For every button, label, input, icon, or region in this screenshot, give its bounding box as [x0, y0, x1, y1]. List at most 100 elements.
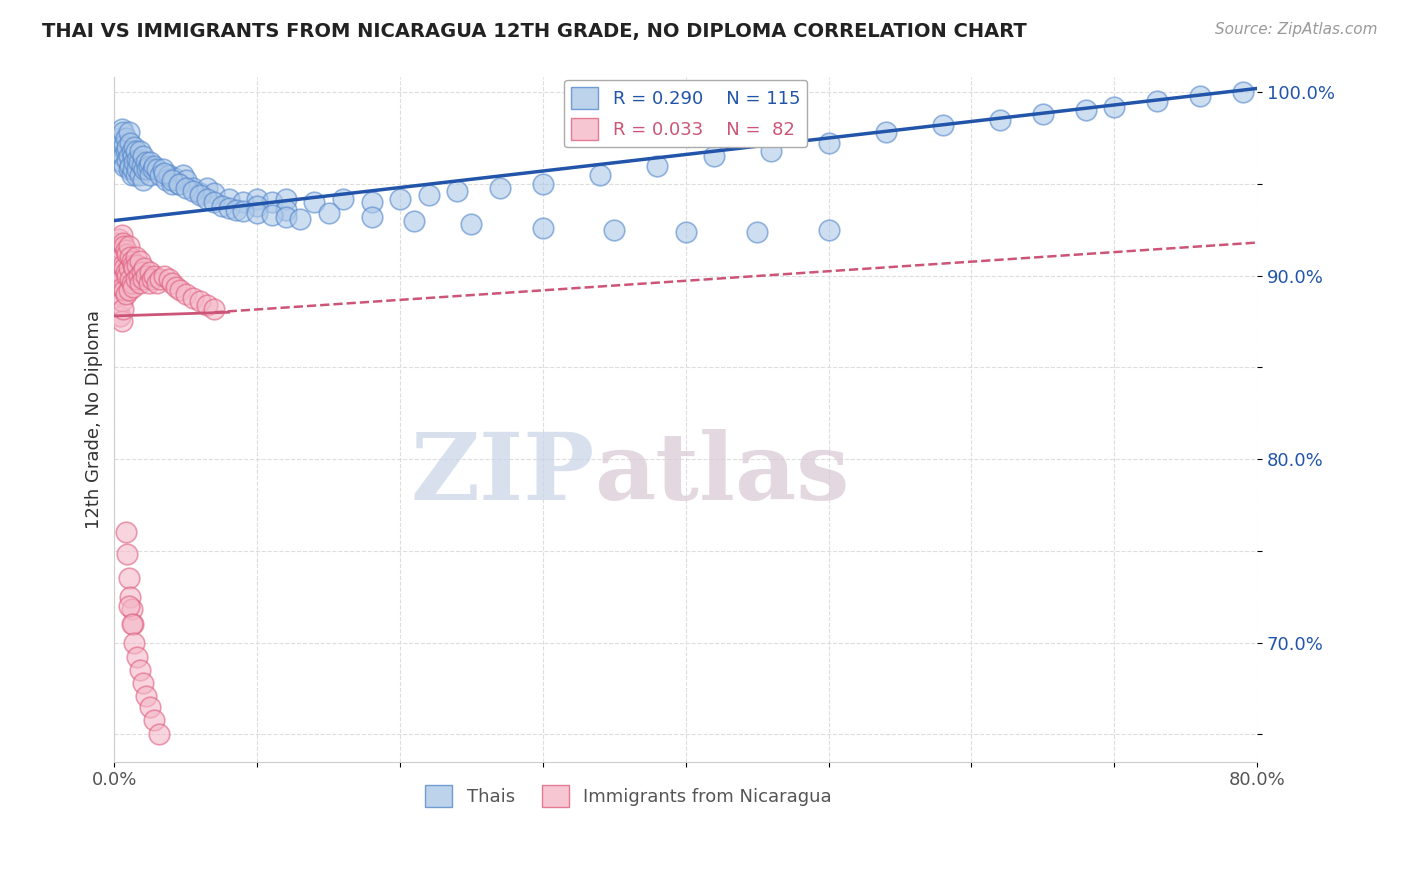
Point	[128, 268, 150, 283]
Point	[260, 208, 283, 222]
Point	[1102, 100, 1125, 114]
Point	[589, 168, 612, 182]
Point	[121, 602, 143, 616]
Point	[125, 144, 148, 158]
Point	[125, 272, 148, 286]
Point	[260, 195, 283, 210]
Point	[1032, 107, 1054, 121]
Point	[645, 159, 668, 173]
Point	[460, 217, 482, 231]
Point	[232, 195, 254, 210]
Point	[128, 154, 150, 169]
Point	[274, 192, 297, 206]
Point	[108, 265, 131, 279]
Point	[246, 199, 269, 213]
Point	[118, 571, 141, 585]
Point	[1188, 88, 1211, 103]
Point	[105, 235, 128, 250]
Point	[120, 136, 142, 151]
Point	[112, 159, 135, 173]
Point	[195, 298, 218, 312]
Point	[141, 272, 163, 286]
Point	[603, 223, 626, 237]
Point	[167, 177, 190, 191]
Point	[118, 149, 141, 163]
Point	[134, 162, 156, 177]
Point	[118, 162, 141, 177]
Point	[125, 168, 148, 182]
Point	[274, 202, 297, 217]
Point	[112, 261, 135, 276]
Legend: Thais, Immigrants from Nicaragua: Thais, Immigrants from Nicaragua	[418, 778, 839, 814]
Point	[531, 177, 554, 191]
Point	[232, 204, 254, 219]
Point	[988, 112, 1011, 127]
Point	[115, 265, 138, 279]
Point	[107, 253, 129, 268]
Point	[107, 144, 129, 158]
Point	[817, 223, 839, 237]
Point	[146, 276, 169, 290]
Point	[129, 253, 152, 268]
Point	[117, 246, 139, 260]
Point	[107, 232, 129, 246]
Point	[675, 225, 697, 239]
Point	[132, 676, 155, 690]
Point	[202, 301, 225, 316]
Point	[163, 171, 186, 186]
Point	[404, 213, 426, 227]
Point	[125, 250, 148, 264]
Point	[1232, 85, 1254, 99]
Point	[181, 184, 204, 198]
Point	[446, 184, 468, 198]
Point	[157, 272, 180, 286]
Point	[122, 162, 145, 177]
Y-axis label: 12th Grade, No Diploma: 12th Grade, No Diploma	[86, 310, 103, 529]
Point	[146, 162, 169, 177]
Point	[202, 186, 225, 200]
Point	[218, 201, 240, 215]
Point	[111, 149, 134, 163]
Point	[115, 287, 138, 301]
Point	[418, 187, 440, 202]
Point	[110, 272, 132, 286]
Point	[112, 239, 135, 253]
Point	[817, 136, 839, 151]
Point	[105, 136, 128, 151]
Point	[135, 689, 157, 703]
Point	[136, 162, 159, 177]
Point	[132, 173, 155, 187]
Point	[932, 118, 955, 132]
Point	[138, 159, 160, 173]
Point	[110, 250, 132, 264]
Point	[110, 314, 132, 328]
Point	[111, 279, 134, 293]
Point	[117, 548, 139, 562]
Point	[149, 168, 172, 182]
Text: ZIP: ZIP	[411, 429, 595, 519]
Point	[153, 268, 176, 283]
Point	[112, 283, 135, 297]
Point	[174, 173, 197, 187]
Point	[160, 173, 183, 187]
Point	[124, 154, 146, 169]
Point	[118, 283, 141, 297]
Point	[149, 272, 172, 286]
Point	[139, 168, 162, 182]
Point	[120, 590, 142, 604]
Point	[129, 144, 152, 158]
Point	[120, 250, 142, 264]
Point	[139, 265, 162, 279]
Point	[761, 144, 783, 158]
Point	[110, 121, 132, 136]
Point	[143, 268, 166, 283]
Point	[121, 276, 143, 290]
Point	[111, 258, 134, 272]
Point	[747, 225, 769, 239]
Point	[108, 241, 131, 255]
Point	[122, 258, 145, 272]
Text: THAI VS IMMIGRANTS FROM NICARAGUA 12TH GRADE, NO DIPLOMA CORRELATION CHART: THAI VS IMMIGRANTS FROM NICARAGUA 12TH G…	[42, 22, 1026, 41]
Point	[389, 192, 412, 206]
Text: atlas: atlas	[595, 429, 849, 519]
Point	[124, 635, 146, 649]
